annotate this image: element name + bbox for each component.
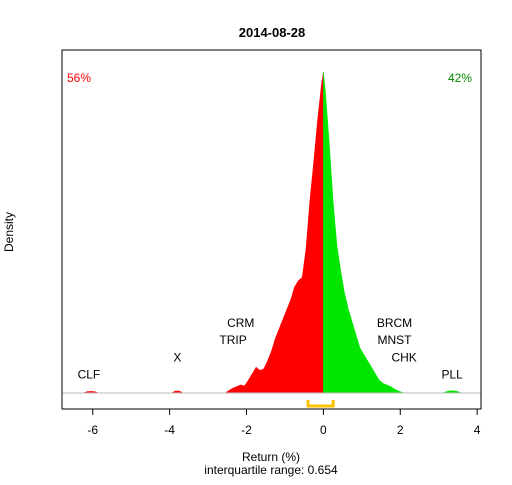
ticker-label: TRIP: [219, 333, 246, 347]
density-layer: [83, 71, 462, 394]
negative-density-area: [83, 71, 324, 394]
ticker-label: CRM: [227, 316, 254, 330]
x-axis-label: Return (%): [242, 450, 300, 464]
iqr-bracket: [306, 400, 335, 408]
x-tick-label: 4: [474, 423, 481, 437]
x-tick-label: 2: [397, 423, 404, 437]
positive-density-area: [323, 71, 462, 394]
chart-title: 2014-08-28: [239, 25, 306, 40]
x-axis: -6 -4 -2 0 2 4: [87, 409, 481, 437]
x-tick-label: -4: [164, 423, 175, 437]
text-layer: 2014-08-28 56% 42% Density Return (%) in…: [2, 25, 472, 477]
ticker-label: CLF: [78, 368, 101, 382]
positive-share-label: 42%: [448, 71, 472, 85]
x-tick-label: -6: [87, 423, 98, 437]
iqr-bracket-line: [306, 400, 335, 408]
ticker-label: MNST: [378, 333, 413, 347]
ticker-label: CHK: [391, 351, 416, 365]
frame-layer: [61, 49, 482, 410]
ticker-label: BRCM: [377, 316, 412, 330]
ticker-label: PLL: [441, 368, 463, 382]
label-layer: CLF X TRIP CRM BRCM MNST CHK PLL: [78, 316, 464, 381]
x-tick-label: 0: [320, 423, 327, 437]
negative-share-label: 56%: [67, 71, 91, 85]
y-axis-label: Density: [2, 212, 16, 252]
x-tick-label: -2: [241, 423, 252, 437]
plot-frame: [61, 49, 482, 410]
ticker-label: X: [173, 351, 181, 365]
iqr-caption: interquartile range: 0.654: [204, 463, 338, 477]
